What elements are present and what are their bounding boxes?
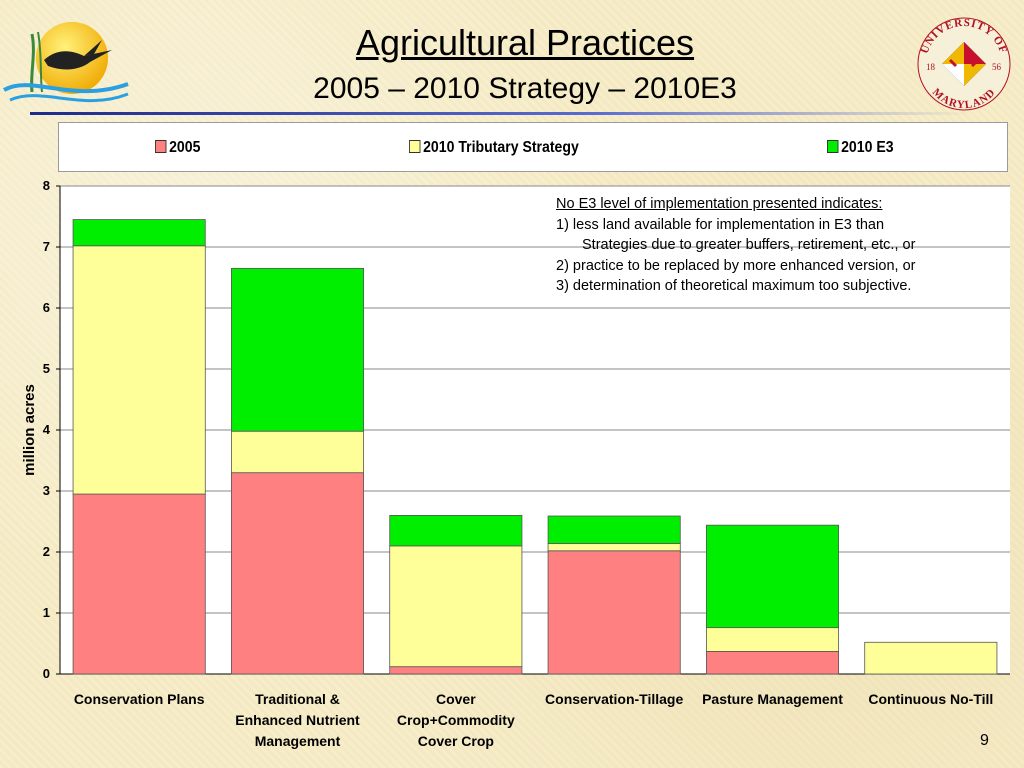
bar-4-2005 (705, 651, 840, 675)
chart-annotation: No E3 level of implementation presented … (556, 194, 1004, 297)
seal-year-right: 56 (992, 62, 1002, 72)
category-label-1-line-1: Enhanced Nutrient (235, 712, 360, 728)
category-label-5-line-0: Continuous No-Till (868, 691, 993, 707)
category-label-4-line-0: Pasture Management (702, 691, 843, 707)
legend-item-2010-tributary-strategy: 2010 Tributary Strategy (409, 139, 579, 157)
y-axis-label: million acres (21, 384, 38, 476)
annotation-line-4: 3) determination of theoretical maximum … (556, 278, 912, 294)
bar-4-2010-tributary-strategy (705, 627, 840, 652)
legend-swatch-2010-e3 (827, 140, 839, 153)
bird-logo-icon (3, 22, 129, 103)
seal-year-left: 18 (926, 62, 936, 72)
annotation-line-1: 1) less land available for implementatio… (556, 216, 885, 233)
legend-label-2005: 2005 (169, 139, 201, 156)
bar-2-2010-tributary-strategy (389, 545, 523, 668)
bar-1-2010-e3 (230, 267, 365, 432)
bar-2-2010-e3 (389, 515, 523, 547)
y-tick-label-6: 6 (43, 300, 50, 315)
slide-subtitle: 2005 – 2010 Strategy – 2010E3 (313, 72, 737, 105)
y-tick-label-4: 4 (43, 422, 51, 437)
chart-legend: 2005 2010 Tributary Strategy 2010 E3 (58, 122, 1008, 172)
bar-0-2005 (72, 493, 206, 675)
y-tick-label-7: 7 (43, 239, 50, 254)
university-seal-logo: UNIVERSITY OF MARYLAND 18 56 (917, 17, 1011, 111)
y-tick-label-3: 3 (43, 483, 50, 498)
legend-swatch-2005 (155, 140, 167, 153)
bar-0-2010-tributary-strategy (72, 245, 206, 495)
legend-label-2010-tributary-strategy: 2010 Tributary Strategy (423, 139, 579, 156)
y-tick-label-8: 8 (43, 178, 50, 193)
annotation-heading: No E3 level of implementation presented … (556, 196, 883, 212)
legend-swatch-2010-tributary-strategy (409, 140, 421, 153)
bar-3-2010-e3 (547, 515, 681, 544)
title-divider (30, 112, 970, 115)
annotation-line-3: 2) practice to be replaced by more enhan… (556, 257, 916, 274)
bar-1-2010-tributary-strategy (230, 430, 365, 474)
category-label-2-line-0: Cover (436, 691, 476, 707)
slide-title: Agricultural Practices (355, 22, 695, 63)
annotation-line-2: Strategies due to greater buffers, retir… (582, 237, 916, 253)
category-label-3-line-0: Conservation-Tillage (545, 691, 683, 707)
bar-4-2010-e3 (705, 524, 840, 629)
legend-item-2005: 2005 (155, 139, 200, 157)
bar-5-2010-tributary-strategy (864, 641, 998, 675)
y-tick-label-1: 1 (43, 605, 50, 620)
category-label-1-line-0: Traditional & (255, 691, 340, 707)
legend-label-2010-e3: 2010 E3 (841, 139, 894, 156)
page-number: 9 (980, 732, 989, 749)
bar-3-2010-tributary-strategy (547, 543, 681, 552)
y-tick-label-2: 2 (43, 544, 50, 559)
bar-3-2005 (547, 550, 681, 675)
bar-2-2005 (389, 666, 523, 675)
bar-1-2005 (230, 472, 365, 675)
bar-0-2010-e3 (72, 219, 206, 247)
y-tick-label-0: 0 (43, 666, 50, 681)
category-label-2-line-1: Crop+Commodity (397, 712, 515, 728)
y-tick-label-5: 5 (43, 361, 50, 376)
category-label-1-line-2: Management (255, 733, 341, 749)
category-label-0-line-0: Conservation Plans (74, 691, 205, 707)
category-label-2-line-2: Cover Crop (418, 733, 494, 749)
legend-item-2010-e3: 2010 E3 (827, 139, 894, 157)
